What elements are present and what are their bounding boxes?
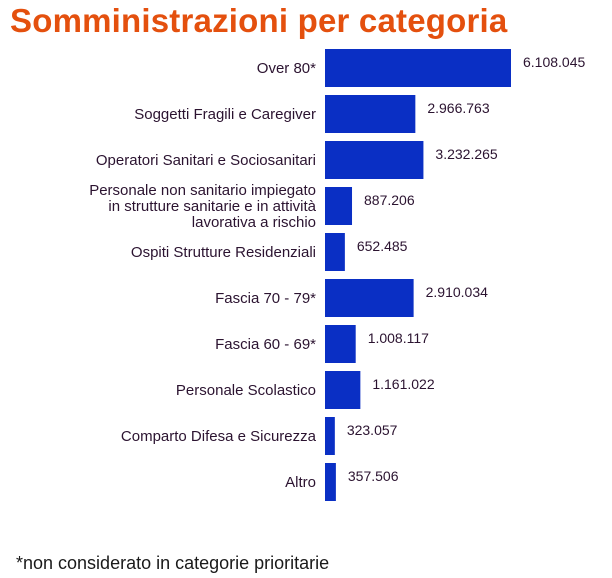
category-label: Fascia 70 - 79* [215, 290, 316, 307]
bar [325, 371, 361, 409]
data-label: 3.232.265 [435, 146, 498, 162]
bar [325, 141, 424, 179]
data-label: 6.108.045 [523, 54, 586, 70]
category-label: Altro [285, 474, 316, 491]
data-label: 887.206 [364, 192, 415, 208]
bar [325, 279, 414, 317]
data-label: 1.161.022 [372, 376, 435, 392]
category-label: Personale non sanitario impiegato in str… [89, 182, 316, 231]
category-label: Ospiti Strutture Residenziali [130, 244, 316, 261]
bar [325, 417, 335, 455]
category-label: Comparto Difesa e Sicurezza [120, 428, 316, 445]
category-label: Personale Scolastico [175, 382, 316, 399]
bar [325, 95, 416, 133]
category-label: Operatori Sanitari e Sociosanitari [95, 152, 316, 169]
data-label: 2.910.034 [425, 284, 488, 300]
data-label: 1.008.117 [367, 330, 429, 346]
chart-title: Somministrazioni per categoria [10, 2, 508, 39]
data-label: 357.506 [347, 468, 399, 484]
category-label: Over 80* [256, 60, 316, 77]
data-label: 2.966.763 [427, 100, 490, 116]
data-label: 323.057 [346, 422, 398, 438]
category-label: Fascia 60 - 69* [215, 336, 316, 353]
bar [325, 187, 353, 225]
footnote: *non considerato in categorie prioritari… [16, 553, 330, 573]
bar [325, 49, 511, 87]
category-label: Soggetti Fragili e Caregiver [134, 106, 316, 123]
data-label: 652.485 [356, 238, 408, 254]
bar [325, 233, 345, 271]
bar [325, 463, 336, 501]
bar [325, 325, 356, 363]
